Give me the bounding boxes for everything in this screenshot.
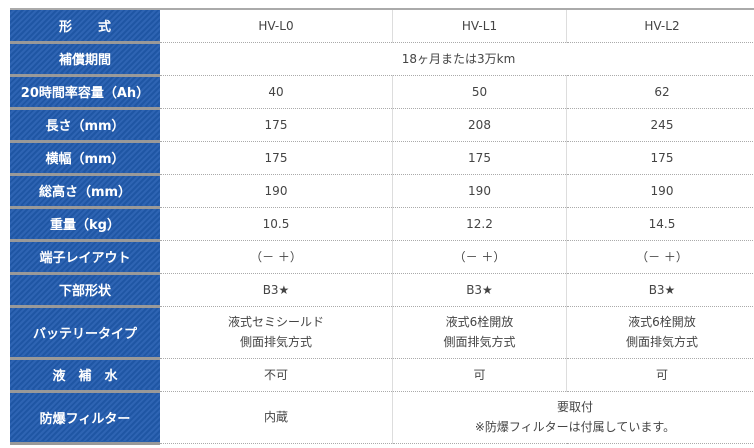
row-label: 下部形状 <box>10 273 160 308</box>
table-row: バッテリータイプ 液式セミシールド 側面排気方式 液式6栓開放 側面排気方式 液式6… <box>10 306 754 360</box>
cell: 190 <box>566 174 754 208</box>
cell: 190 <box>392 174 567 208</box>
cell: 18ヶ月または3万km <box>160 42 754 76</box>
cell-line: 側面排気方式 <box>443 335 516 349</box>
cell: （－ ＋） <box>392 240 567 274</box>
row-label: 端子レイアウト <box>10 240 160 275</box>
cell: 12.2 <box>392 207 567 241</box>
row-label: 20時間率容量（Ah） <box>10 75 160 110</box>
cell-line: 液式6栓開放 <box>628 315 696 329</box>
row-label: 液 補 水 <box>10 358 160 393</box>
table-row: 長さ（mm） 175 208 245 <box>10 108 754 143</box>
cell: 175 <box>566 141 754 175</box>
cell: 14.5 <box>566 207 754 241</box>
table-row: 端子レイアウト （－ ＋） （－ ＋） （－ ＋） <box>10 240 754 275</box>
cell: 175 <box>392 141 567 175</box>
row-label: 重量（kg） <box>10 207 160 242</box>
cell: 190 <box>160 174 393 208</box>
cell: B3★ <box>566 273 754 307</box>
cell: （－ ＋） <box>160 240 393 274</box>
model-header: HV-L0 <box>160 9 393 43</box>
table-row: 液 補 水 不可 可 可 <box>10 358 754 393</box>
cell: 内蔵 <box>160 391 393 444</box>
cell-line: 要取付 <box>556 400 593 414</box>
table-row: 横幅（mm） 175 175 175 <box>10 141 754 176</box>
cell: B3★ <box>160 273 393 307</box>
cell: 10.5 <box>160 207 393 241</box>
cell-line: 側面排気方式 <box>625 335 698 349</box>
cell: 62 <box>566 75 754 109</box>
cell-line: 液式セミシールド <box>227 315 324 329</box>
cell: 不可 <box>160 358 393 392</box>
row-label: 形 式 <box>10 9 160 44</box>
table-row: 総高さ（mm） 190 190 190 <box>10 174 754 209</box>
cell: 175 <box>160 108 393 142</box>
table-row: 重量（kg） 10.5 12.2 14.5 <box>10 207 754 242</box>
cell: 175 <box>160 141 393 175</box>
table-row: 形 式 HV-L0 HV-L1 HV-L2 <box>10 9 754 44</box>
table-row: 下部形状 B3★ B3★ B3★ <box>10 273 754 308</box>
row-label: 総高さ（mm） <box>10 174 160 209</box>
cell: 50 <box>392 75 567 109</box>
table-row: 補償期間 18ヶ月または3万km <box>10 42 754 77</box>
cell-line: 側面排気方式 <box>239 335 312 349</box>
cell: 液式6栓開放 側面排気方式 <box>392 306 567 359</box>
row-label: 横幅（mm） <box>10 141 160 176</box>
cell: 液式セミシールド 側面排気方式 <box>160 306 393 359</box>
cell: 可 <box>566 358 754 392</box>
table-row: 防爆フィルター 内蔵 要取付 ※防爆フィルターは付属しています。 <box>10 391 754 445</box>
cell: 要取付 ※防爆フィルターは付属しています。 <box>392 391 754 444</box>
row-label: 長さ（mm） <box>10 108 160 143</box>
cell: 液式6栓開放 側面排気方式 <box>566 306 754 359</box>
spec-table: 形 式 HV-L0 HV-L1 HV-L2 補償期間 18ヶ月または3万km 2… <box>10 8 754 445</box>
model-header: HV-L2 <box>566 9 754 43</box>
model-header: HV-L1 <box>392 9 567 43</box>
cell-line: 液式6栓開放 <box>445 315 514 329</box>
row-label: 防爆フィルター <box>10 391 160 445</box>
row-label: 補償期間 <box>10 42 160 77</box>
cell-line: ※防爆フィルターは付属しています。 <box>474 420 676 434</box>
table-row: 20時間率容量（Ah） 40 50 62 <box>10 75 754 110</box>
cell: 208 <box>392 108 567 142</box>
cell: B3★ <box>392 273 567 307</box>
row-label: バッテリータイプ <box>10 306 160 360</box>
cell: （－ ＋） <box>566 240 754 274</box>
cell: 可 <box>392 358 567 392</box>
cell: 245 <box>566 108 754 142</box>
cell: 40 <box>160 75 393 109</box>
